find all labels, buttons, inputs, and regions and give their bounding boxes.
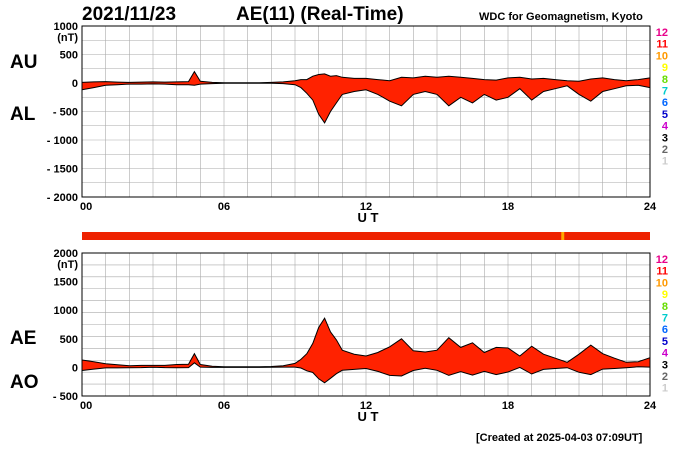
panel2-frame [81, 252, 651, 397]
panel2-y-tick-5: - 500 [53, 391, 78, 403]
panel1-legend-4: 4 [662, 121, 669, 133]
panel2-series-ae-line [81, 317, 651, 368]
panel2-legend-1: 1 [662, 383, 668, 395]
panel1-legend-6: 6 [662, 97, 668, 109]
panel2-legend-3: 3 [662, 359, 668, 371]
panel2-y-tick-4: 0 [72, 362, 78, 374]
panel2-x-tick-4: 24 [644, 400, 657, 412]
panel1-legend-2: 2 [662, 144, 668, 156]
panel1-y-tick-4: - 1000 [47, 135, 78, 147]
panel1-legend-7: 7 [662, 86, 668, 98]
panel2-band-fill [82, 318, 650, 383]
panel2-series-ao-line [81, 362, 651, 384]
panel2-y-tick-3: 500 [60, 334, 78, 346]
panel1-x-tick-1: 06 [218, 201, 230, 213]
panel1-x-tick-4: 24 [644, 201, 657, 213]
panel1-y-tick-6: - 2000 [47, 192, 78, 204]
panel2-x-tick-1: 06 [218, 400, 230, 412]
panel1-legend-3: 3 [662, 132, 668, 144]
panel1-legend-10: 10 [656, 50, 668, 62]
panel1-legend-11: 11 [656, 39, 668, 51]
panel1-y-tick-2: 0 [72, 78, 78, 90]
panel2-x-tick-2: 12 [360, 400, 372, 412]
panel2-x-label: U T [358, 409, 379, 424]
panel1-legend-9: 9 [662, 62, 668, 74]
panel2-legend-4: 4 [662, 348, 669, 360]
data-availability-mark [561, 232, 565, 240]
panel1-x-tick-2: 12 [360, 201, 372, 213]
panel2-legend-12: 12 [656, 254, 668, 266]
panel2-legend-11: 11 [656, 266, 668, 278]
data-source: WDC for Geomagnetism, Kyoto [479, 11, 643, 23]
panel2-y-tick-2: 1000 [54, 305, 78, 317]
panel1-legend-12: 12 [656, 27, 668, 39]
panel1-y-tick-3: - 500 [53, 107, 78, 119]
panel1-x-label: U T [358, 210, 379, 225]
panel1-y-tick-1: 500 [60, 50, 78, 62]
panel2-y-tick-0: 2000 [54, 248, 78, 260]
panel2-legend-5: 5 [662, 336, 668, 348]
panel2-legend-10: 10 [656, 277, 668, 289]
panel1-legend-5: 5 [662, 109, 668, 121]
panel2-legend-2: 2 [662, 371, 668, 383]
panel2-legend-9: 9 [662, 289, 668, 301]
panel1-y-tick-0: 1000 [54, 21, 78, 33]
panel1-x-tick-0: 00 [80, 201, 92, 213]
created-timestamp: [Created at 2025-04-03 07:09UT] [476, 432, 643, 444]
au-label: AU [10, 52, 38, 73]
panel2-legend-7: 7 [662, 313, 668, 325]
panel1-band-fill [82, 71, 650, 123]
plot-date: 2021/11/23 [82, 4, 177, 25]
panel2-y-tick-1: 1500 [54, 277, 78, 289]
ae-label: AE [10, 328, 37, 349]
panel1-x-tick-3: 18 [502, 201, 514, 213]
al-label: AL [10, 104, 36, 125]
panel1-series-al-line [81, 82, 651, 124]
panel2-x-tick-0: 00 [80, 400, 92, 412]
plot-title: AE(11) (Real-Time) [236, 4, 404, 25]
panel1-y-unit: (nT) [57, 32, 78, 44]
panel2-x-tick-3: 18 [502, 400, 514, 412]
panel2-y-unit: (nT) [57, 259, 78, 271]
panel1-legend-8: 8 [662, 74, 668, 86]
panel1-y-tick-5: - 1500 [47, 164, 78, 176]
panel1-legend-1: 1 [662, 156, 668, 168]
panel1-frame [81, 25, 651, 198]
panel2-legend-8: 8 [662, 301, 668, 313]
ao-label: AO [10, 372, 39, 393]
panel1-series-au-line [81, 70, 651, 84]
data-availability-bar [82, 232, 650, 240]
panel2-legend-6: 6 [662, 324, 668, 336]
